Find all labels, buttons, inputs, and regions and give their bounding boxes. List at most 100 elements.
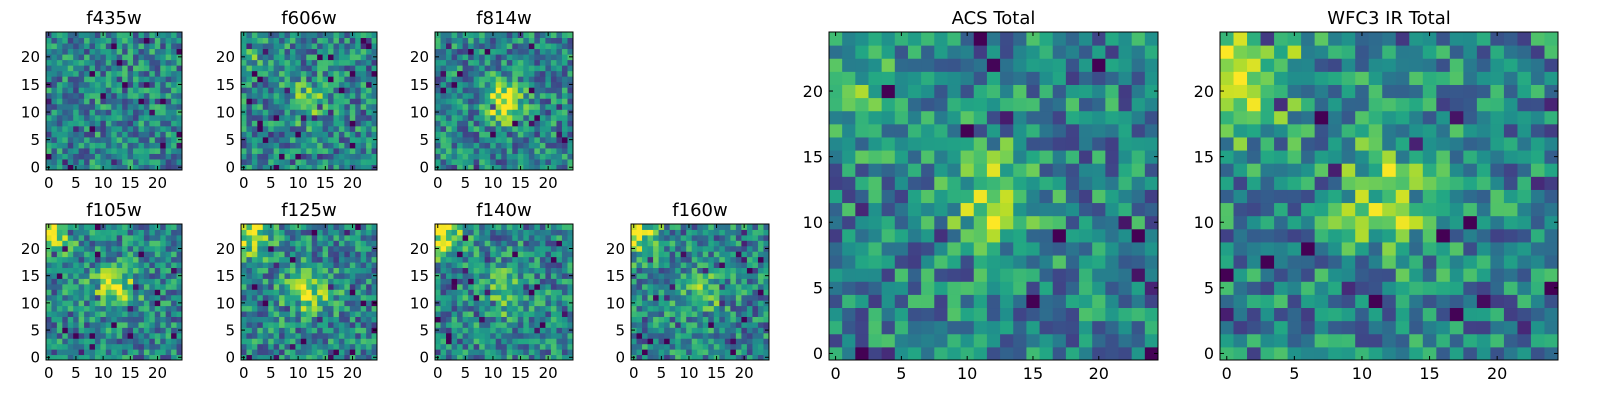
heatmap-cell [440,136,447,143]
heatmap-cell [907,307,922,322]
heatmap-cell [894,202,909,217]
heatmap-cell [51,92,58,99]
heatmap-cell [686,289,693,296]
heatmap-cell [1013,163,1027,177]
heatmap-cell [457,164,464,171]
heatmap-cell [653,262,660,269]
heatmap-cell [746,338,753,345]
heatmap-cell [62,327,69,334]
heatmap-cell [127,81,134,88]
heatmap-cell [251,37,258,44]
heatmap-cell [273,109,280,116]
x-tick-label: 10 [289,174,308,192]
heatmap-cell [284,305,291,312]
heatmap-cell [143,103,150,110]
heatmap-cell [440,120,447,127]
heatmap-cell [295,338,302,345]
heatmap-cell [344,153,351,160]
heatmap-cell [446,343,453,350]
heatmap-cell [462,136,469,143]
heatmap-cell [100,125,107,132]
heatmap-cell [479,81,486,88]
heatmap-cell [1105,176,1120,190]
heatmap-cell [697,229,704,236]
heatmap-cell [46,65,52,72]
heatmap-cell [457,142,464,149]
heatmap-cell [468,234,475,241]
heatmap-cell [268,289,275,296]
heatmap-cell [631,294,638,301]
heatmap-cell [89,245,96,252]
heatmap-cell [306,81,313,88]
heatmap-cell [355,109,362,116]
heatmap-cell [545,240,552,247]
heatmap-cell [165,48,172,55]
heatmap-cell [855,150,869,164]
heatmap-cell [257,120,264,127]
heatmap-cell [528,158,535,165]
heatmap-cell [338,131,345,138]
heatmap-cell [556,229,563,236]
heatmap-cell [451,343,458,350]
heatmap-cell [160,114,167,121]
heatmap-cell [484,37,491,44]
heatmap-cell [457,245,464,252]
heatmap-cell [894,176,909,190]
heatmap-cell [366,316,373,323]
heatmap-cell [567,59,574,66]
heatmap-cell [545,37,552,44]
heatmap-cell [550,32,557,39]
heatmap-cell [539,267,546,274]
heatmap-cell [262,354,269,361]
heatmap-cell [355,76,362,83]
heatmap-cell [1026,268,1041,282]
heatmap-cell [907,215,922,230]
heatmap-cell [317,59,324,66]
heatmap-cell [907,176,922,190]
heatmap-cell [664,349,671,356]
heatmap-cell [451,114,458,121]
heatmap-cell [440,272,447,279]
heatmap-cell [550,234,557,241]
heatmap-cell [262,311,269,317]
heatmap-cell [100,338,107,345]
heatmap-cell [752,229,759,236]
heatmap-cell [133,98,139,105]
heatmap-cell [138,81,145,88]
heatmap-cell [355,251,362,258]
heatmap-cell [67,131,74,138]
heatmap-cell [490,142,497,149]
heatmap-cell [51,81,58,88]
heatmap-cell [484,332,491,339]
heatmap-cell [724,300,731,307]
heatmap-cell [311,131,318,138]
heatmap-cell [517,147,524,154]
heatmap-cell [62,76,69,83]
heatmap-cell [1131,228,1146,243]
heatmap-cell [517,321,524,328]
heatmap-cell [165,70,172,77]
heatmap-cell [371,294,378,301]
heatmap-cell [473,153,480,160]
heatmap-cell [462,305,469,312]
heatmap-cell [84,327,91,334]
heatmap-cell [89,240,96,247]
heatmap-cell [133,103,139,110]
heatmap-cell [462,76,469,83]
heatmap-cell [680,343,687,350]
heatmap-cell [160,125,167,132]
heatmap-cell [56,267,63,274]
heatmap-cell [273,147,280,154]
heatmap-cell [289,92,296,99]
heatmap-cell [675,321,682,328]
heatmap-cell [171,153,178,160]
heatmap-cell [171,37,178,44]
heatmap-cell [658,262,665,269]
heatmap-cell [724,338,731,345]
heatmap-cell [122,305,129,312]
heatmap-cell [289,305,296,312]
heatmap-cell [691,272,698,279]
heatmap-cell [724,327,731,334]
heatmap-cell [479,289,486,296]
heatmap-cell [713,332,720,339]
